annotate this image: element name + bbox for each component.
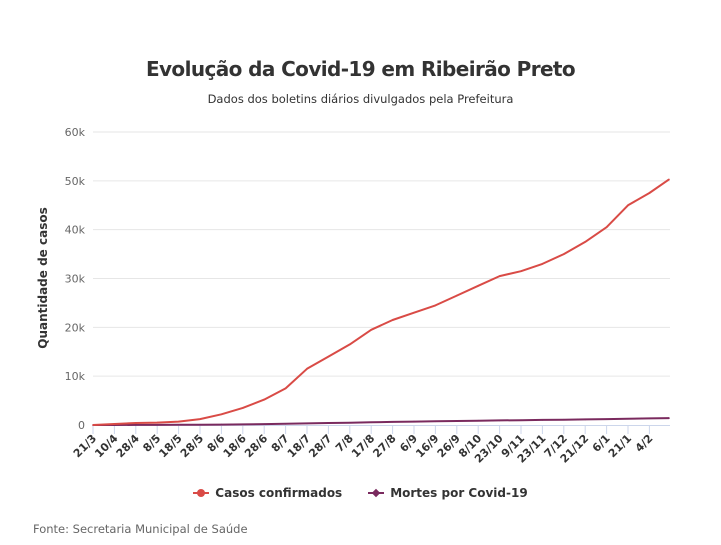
data-point (263, 423, 266, 425)
data-point (349, 421, 351, 424)
x-tick-label: 27/8 (370, 432, 398, 460)
x-tick-label: 18/5 (156, 432, 184, 460)
data-point (349, 343, 351, 346)
y-tick-label: 10k (65, 370, 86, 383)
diamond-marker-icon (368, 488, 385, 498)
data-point (648, 417, 651, 420)
x-tick-label: 26/9 (435, 432, 463, 460)
data-point (668, 178, 670, 181)
data-point (413, 311, 415, 314)
data-point (156, 421, 158, 424)
x-tick-label: 21/3 (71, 432, 99, 460)
data-point (434, 304, 437, 307)
data-point (605, 418, 608, 420)
data-point (520, 419, 522, 421)
x-tick-label: 28/5 (178, 432, 206, 460)
data-point (177, 420, 180, 423)
data-point (199, 418, 201, 420)
y-tick-label: 20k (65, 321, 86, 334)
series-lines (92, 178, 670, 426)
data-point (391, 319, 394, 321)
grid-lines (93, 131, 670, 377)
y-tick-label: 60k (65, 126, 86, 139)
x-axis: 21/310/428/48/518/528/58/618/628/68/718/… (71, 425, 670, 466)
data-point (477, 419, 480, 422)
data-point (498, 275, 501, 277)
data-point (92, 424, 94, 426)
data-point (177, 424, 180, 426)
data-point (456, 420, 458, 422)
data-point (327, 422, 330, 424)
legend-label: Mortes por Covid-19 (390, 486, 528, 500)
data-point (370, 328, 373, 331)
x-tick-label: 28/6 (242, 432, 271, 461)
y-tick-label: 50k (65, 175, 86, 188)
data-point (113, 423, 116, 425)
x-tick-label: 21/1 (606, 432, 634, 460)
data-point (584, 241, 586, 243)
data-point (563, 253, 565, 255)
y-tick-label: 0 (78, 419, 85, 432)
legend: Casos confirmados Mortes por Covid-19 (0, 486, 721, 500)
data-point (668, 417, 670, 419)
y-tick-label: 40k (65, 224, 86, 237)
data-point (627, 204, 629, 207)
data-point (498, 419, 501, 422)
data-point (413, 420, 415, 423)
data-point (327, 355, 330, 358)
legend-label: Casos confirmados (215, 486, 343, 500)
series-line-mortes (93, 417, 670, 426)
data-point (135, 424, 137, 426)
x-tick-label: 4/2 (633, 432, 656, 455)
data-point (541, 419, 544, 421)
data-point (284, 387, 287, 390)
data-point (242, 407, 244, 409)
data-point (648, 192, 651, 194)
y-axis-ticks: 0 10k 20k 30k 40k 50k 60k (65, 126, 86, 432)
data-point (584, 418, 586, 421)
data-point (156, 424, 158, 426)
legend-item-casos[interactable]: Casos confirmados (193, 486, 342, 500)
x-tick-label: 10/4 (92, 432, 121, 461)
data-point (605, 226, 608, 229)
data-point (220, 413, 223, 416)
x-tick-label: 28/4 (114, 432, 143, 461)
data-point (306, 422, 308, 425)
data-point (220, 423, 223, 426)
x-tick-label: 16/9 (413, 432, 441, 460)
chart-subtitle: Dados dos boletins diários divulgados pe… (207, 92, 514, 106)
data-point (284, 423, 287, 425)
data-point (199, 423, 201, 426)
data-point (263, 398, 266, 401)
data-point (456, 294, 458, 297)
x-tick-label: 17/8 (349, 432, 377, 460)
data-point (563, 418, 565, 421)
x-tick-label: 18/6 (221, 432, 250, 461)
data-point (391, 421, 394, 423)
chart-title: Evolução da Covid-19 em Ribeirão Preto (145, 57, 576, 81)
source-note: Fonte: Secretaria Municipal de Saúde (33, 522, 248, 536)
circle-marker-icon (193, 488, 210, 498)
y-tick-label: 30k (65, 273, 86, 286)
x-tick-label: 28/7 (306, 432, 334, 460)
data-point (520, 270, 522, 272)
data-point (541, 263, 544, 265)
legend-item-mortes[interactable]: Mortes por Covid-19 (368, 486, 528, 500)
data-point (477, 285, 480, 287)
y-axis-label: Quantidade de casos (36, 207, 50, 348)
data-point (306, 368, 308, 370)
series-line-casos (92, 178, 670, 426)
data-point (627, 417, 629, 420)
data-point (242, 423, 244, 426)
x-tick-label: 18/7 (285, 432, 313, 460)
data-point (370, 421, 373, 424)
data-point (434, 420, 437, 423)
data-point (135, 422, 137, 424)
